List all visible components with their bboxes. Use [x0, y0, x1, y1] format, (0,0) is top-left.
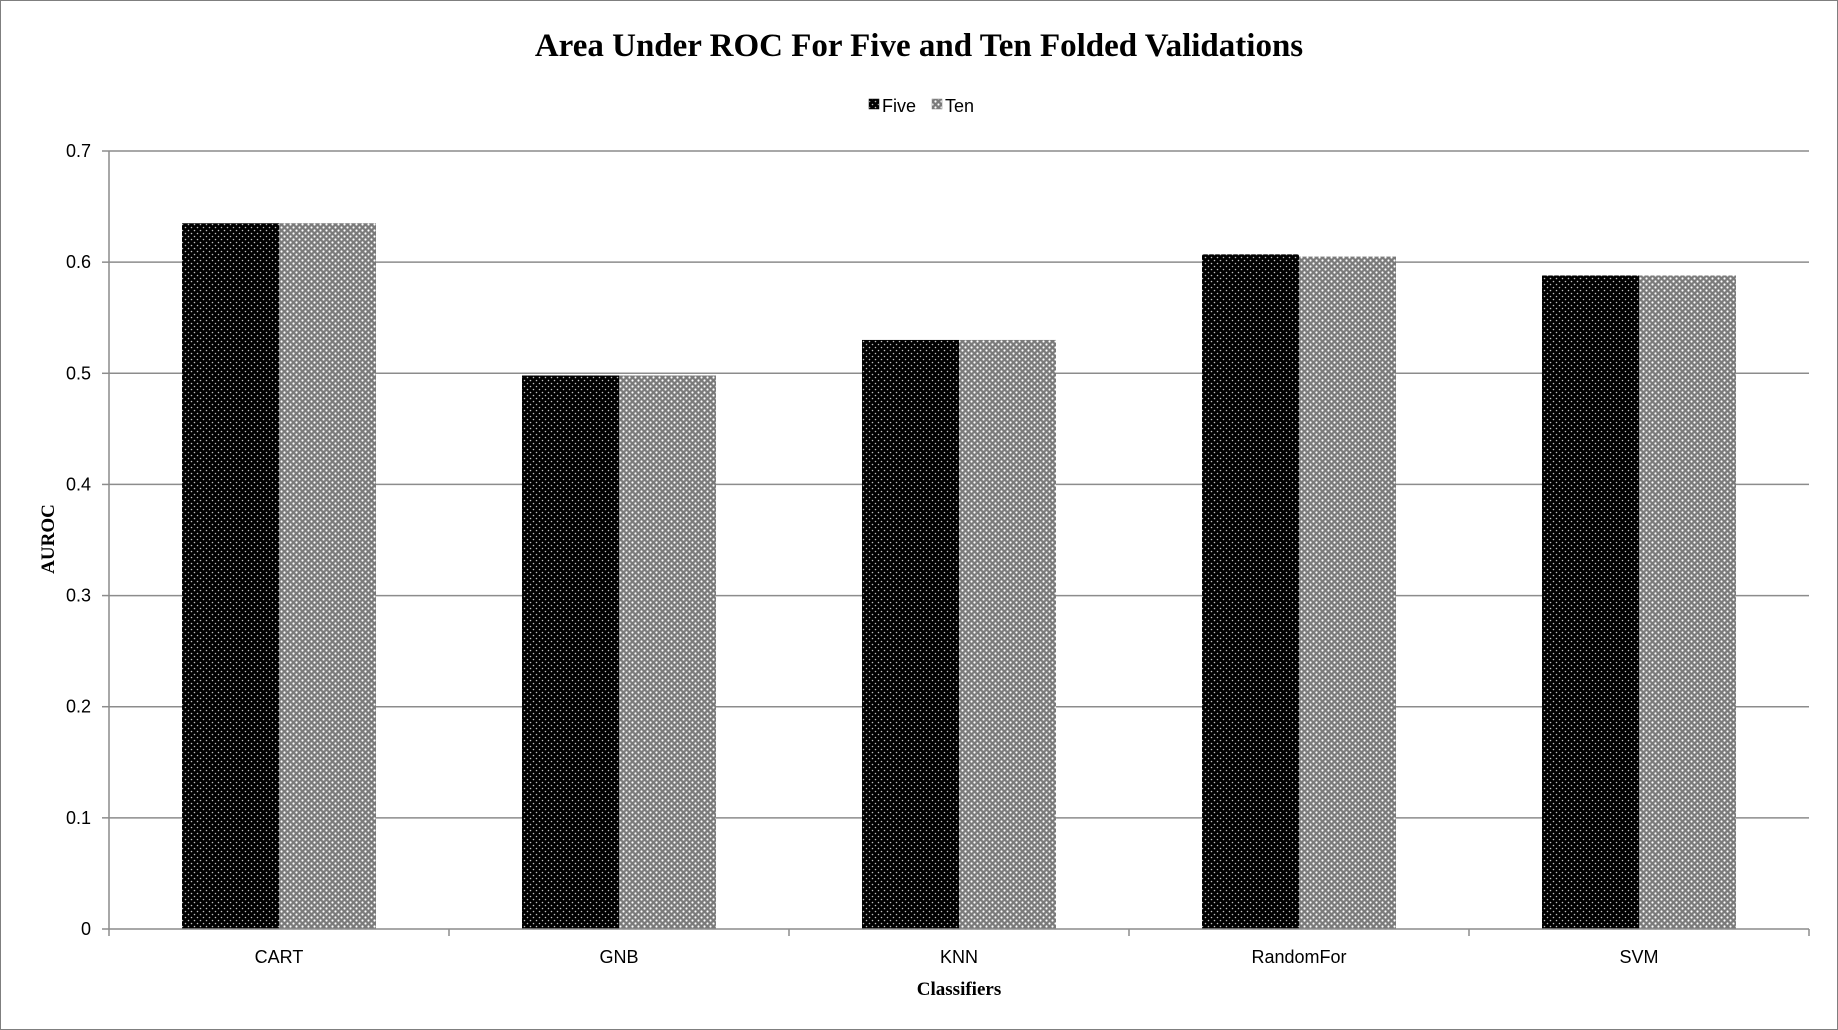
bar-five-knn [862, 339, 959, 929]
bar-ten-cart [279, 223, 376, 929]
legend-label: Five [882, 96, 916, 116]
y-tick-label: 0.6 [66, 252, 91, 272]
x-tick-label: GNB [599, 947, 638, 967]
chart-title: Area Under ROC For Five and Ten Folded V… [535, 28, 1303, 64]
y-tick-label: 0 [81, 919, 91, 939]
y-tick-label: 0.4 [66, 474, 91, 494]
bar-ten-gnb [619, 375, 716, 930]
legend-swatch [931, 98, 943, 110]
legend-label: Ten [945, 96, 974, 116]
y-axis-ticks: 0 0.1 0.2 0.3 0.4 0.5 0.6 0.7 [66, 141, 109, 939]
legend: Five Ten [868, 96, 974, 116]
y-tick-label: 0.3 [66, 586, 91, 606]
x-axis: CART GNB KNN RandomFor SVM [108, 151, 1810, 967]
bar-five-cart [182, 223, 279, 929]
x-axis-title: Classifiers [917, 979, 1001, 1000]
bar-five-randomfor [1202, 254, 1299, 929]
y-tick-label: 0.1 [66, 808, 91, 828]
bar-five-svm [1542, 275, 1639, 930]
x-tick-label: RandomFor [1251, 947, 1346, 967]
x-tick-label: CART [255, 947, 304, 967]
bar-ten-randomfor [1299, 256, 1396, 929]
x-tick-label: KNN [940, 947, 978, 967]
y-tick-label: 0.2 [66, 697, 91, 717]
y-axis-title: AUROC [38, 504, 59, 574]
y-tick-label: 0.7 [66, 141, 91, 161]
bars [182, 223, 1736, 930]
legend-item-five: Five [868, 96, 916, 116]
bar-ten-knn [959, 339, 1056, 929]
legend-swatch [868, 98, 880, 110]
bar-ten-svm [1639, 275, 1736, 930]
y-tick-label: 0.5 [66, 363, 91, 383]
bar-five-gnb [522, 375, 619, 930]
x-tick-label: SVM [1619, 947, 1658, 967]
legend-item-ten: Ten [931, 96, 974, 116]
